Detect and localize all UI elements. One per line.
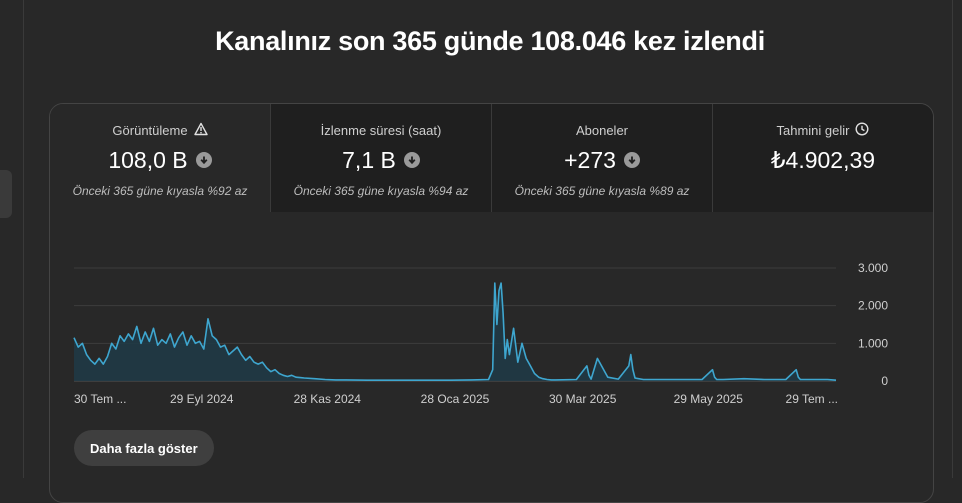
metric-tabs: Görüntüleme 108,0 B Önceki 365 güne kıya…: [50, 104, 933, 212]
x-tick-label: 29 Tem ...: [786, 392, 838, 406]
chart-area-fill: [74, 283, 836, 381]
tab-value: 108,0 B: [108, 146, 188, 173]
y-tick-label: 2.000: [858, 299, 888, 313]
tab-label: Tahmini gelir: [776, 122, 850, 138]
tab-comparison: Önceki 365 güne kıyasla %89 az: [514, 184, 690, 198]
right-rail: [952, 0, 962, 478]
clock-icon: [855, 121, 869, 139]
x-tick-label: 29 May 2025: [674, 392, 744, 406]
tab-value: ₺4.902,39: [770, 146, 876, 173]
warning-icon: [193, 122, 208, 139]
side-collapse-tab[interactable]: [0, 170, 12, 218]
tab-watch-time[interactable]: İzlenme süresi (saat) 7,1 B Önceki 365 g…: [271, 104, 492, 212]
views-chart: 0 1.000 2.000 3.000 30 Tem ... 29 Eyl 2024 28…: [50, 212, 933, 412]
tab-value: +273: [564, 146, 616, 173]
tab-views[interactable]: Görüntüleme 108,0 B Önceki 365 güne kıya…: [50, 104, 271, 212]
page-headline: Kanalınız son 365 günde 108.046 kez izle…: [215, 26, 765, 56]
y-tick-label: 3.000: [858, 261, 888, 275]
x-tick-label: 30 Mar 2025: [549, 392, 617, 406]
x-tick-label: 28 Oca 2025: [421, 392, 490, 406]
tab-label: Görüntüleme: [112, 122, 188, 138]
tab-value: 7,1 B: [342, 146, 396, 173]
x-tick-label: 29 Eyl 2024: [170, 392, 234, 406]
y-tick-label: 1.000: [858, 336, 888, 350]
views-chart-svg: 0 1.000 2.000 3.000 30 Tem ... 29 Eyl 2024 28…: [73, 261, 888, 406]
tab-label: Aboneler: [575, 122, 629, 138]
arrow-down-circle-icon: [195, 152, 212, 168]
tab-subscribers[interactable]: Aboneler +273 Önceki 365 güne kıyasla %8…: [492, 104, 713, 212]
arrow-down-circle-icon: [623, 152, 640, 168]
metrics-card: Görüntüleme 108,0 B Önceki 365 güne kıya…: [49, 103, 934, 503]
arrow-down-circle-icon: [403, 152, 420, 168]
chart-series-line[interactable]: [73, 282, 837, 381]
left-rail: [0, 0, 24, 478]
tab-comparison: Önceki 365 güne kıyasla %94 az: [293, 184, 469, 198]
y-tick-label: 0: [881, 374, 888, 388]
show-more-button[interactable]: Daha fazla göster: [74, 430, 214, 466]
tab-comparison: Önceki 365 güne kıyasla %92 az: [72, 184, 248, 198]
tab-label: İzlenme süresi (saat): [320, 122, 442, 138]
x-tick-label: 30 Tem ...: [74, 392, 126, 406]
tab-revenue[interactable]: Tahmini gelir ₺4.902,39: [713, 104, 933, 212]
x-tick-label: 28 Kas 2024: [294, 392, 362, 406]
